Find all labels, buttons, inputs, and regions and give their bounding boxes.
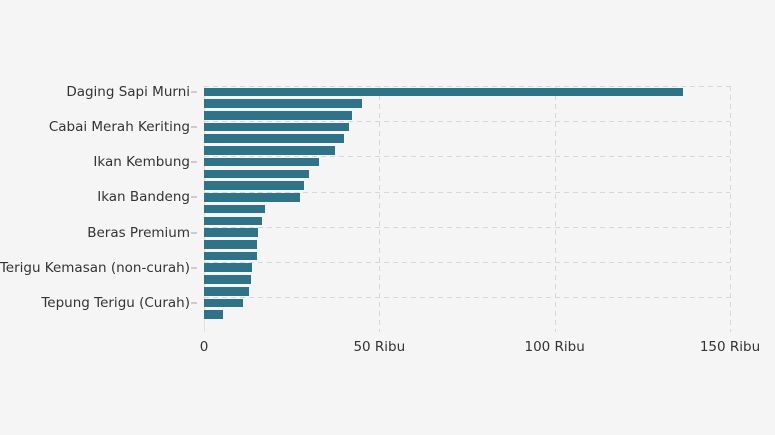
y-axis-tick bbox=[191, 90, 197, 93]
bar[interactable] bbox=[204, 99, 362, 108]
y-axis-tick bbox=[191, 125, 197, 128]
x-axis-label: 50 Ribu bbox=[353, 339, 406, 355]
y-axis-label: Ikan Kembung bbox=[93, 154, 190, 171]
bar[interactable] bbox=[204, 275, 251, 284]
y-axis-label: Beras Premium bbox=[87, 224, 190, 241]
y-axis-tick bbox=[191, 196, 197, 199]
bar[interactable] bbox=[204, 169, 309, 179]
y-axis-tick bbox=[191, 161, 197, 164]
h-gridline bbox=[204, 226, 730, 228]
bar[interactable] bbox=[204, 122, 350, 132]
y-axis-tick bbox=[191, 301, 197, 304]
v-gridline bbox=[554, 86, 556, 332]
v-gridline bbox=[730, 86, 731, 332]
bar[interactable] bbox=[204, 146, 335, 155]
bar[interactable] bbox=[204, 286, 249, 296]
bar[interactable] bbox=[204, 157, 320, 167]
bar[interactable] bbox=[204, 263, 253, 273]
h-gridline bbox=[204, 191, 730, 193]
h-gridline bbox=[204, 121, 730, 123]
bar[interactable] bbox=[204, 110, 353, 120]
v-gridline bbox=[379, 86, 381, 332]
y-axis-label: Cabai Merah Keriting bbox=[48, 118, 190, 135]
y-axis-tick bbox=[191, 266, 197, 269]
x-axis-label: 100 Ribu bbox=[524, 339, 585, 355]
h-gridline bbox=[204, 261, 730, 263]
bar[interactable] bbox=[204, 204, 266, 214]
y-axis-tick bbox=[191, 231, 197, 234]
x-axis-label: 150 Ribu bbox=[699, 339, 761, 355]
bar[interactable] bbox=[204, 228, 258, 237]
bar[interactable] bbox=[204, 251, 257, 261]
y-axis-label: Tepung Terigu Kemasan (non-curah) bbox=[0, 259, 190, 276]
x-axis-label: 0 bbox=[199, 339, 209, 355]
h-gridline bbox=[204, 297, 730, 299]
h-gridline bbox=[204, 86, 730, 87]
bar[interactable] bbox=[204, 298, 243, 308]
bar[interactable] bbox=[204, 239, 258, 249]
bar[interactable] bbox=[204, 134, 345, 143]
bar[interactable] bbox=[204, 216, 262, 226]
bar[interactable] bbox=[204, 87, 684, 97]
bar[interactable] bbox=[204, 310, 223, 319]
y-axis-label: Ikan Bandeng bbox=[97, 189, 190, 206]
y-axis-label: Tepung Terigu (Curah) bbox=[41, 294, 190, 311]
bar[interactable] bbox=[204, 193, 301, 202]
h-gridline bbox=[204, 156, 730, 158]
y-axis-label: Daging Sapi Murni bbox=[66, 83, 190, 100]
bar[interactable] bbox=[204, 181, 304, 190]
